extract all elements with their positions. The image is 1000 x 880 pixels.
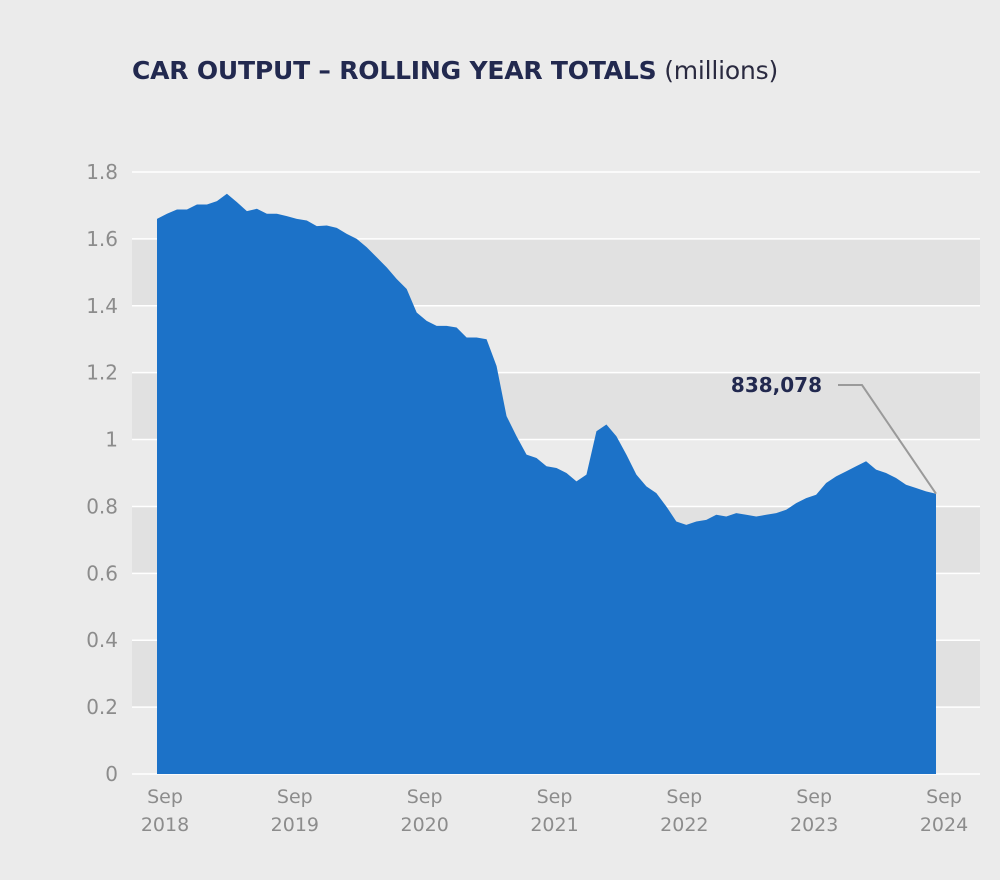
x-tick-year: 2021 — [530, 814, 578, 836]
chart-title-unit: (millions) — [664, 56, 778, 85]
y-tick-label: 1.6 — [86, 227, 118, 251]
x-tick-label: Sep — [666, 786, 702, 808]
x-axis: Sep 2018 Sep 2019 Sep 2020 Sep 2021 Sep 2022 Sep 20… — [141, 786, 968, 836]
x-tick-year: 2022 — [660, 814, 708, 836]
chart-title: CAR OUTPUT – ROLLING YEAR TOTALS (millio… — [132, 56, 778, 85]
x-tick-label: Sep — [407, 786, 443, 808]
y-tick-label: 1.8 — [86, 160, 118, 184]
y-tick-label: 0.4 — [86, 628, 118, 652]
callout-leader-line — [838, 384, 937, 495]
y-tick-label: 0.6 — [86, 561, 118, 585]
x-tick-year: 2020 — [400, 814, 448, 836]
x-tick-label: Sep — [277, 786, 313, 808]
x-tick-label: Sep — [537, 786, 573, 808]
y-tick-label: 1.4 — [86, 294, 118, 318]
output-area — [157, 193, 936, 775]
x-tick-label: Sep — [926, 786, 962, 808]
x-tick-year: 2018 — [141, 814, 189, 836]
callout: 838,078 — [731, 373, 937, 495]
x-tick-year: 2019 — [271, 814, 319, 836]
x-tick-label: Sep — [147, 786, 183, 808]
y-axis: 0 0.2 0.4 0.6 0.8 1 1.2 1.4 1.6 1.8 — [86, 160, 118, 786]
y-tick-label: 1.2 — [86, 361, 118, 385]
y-tick-label: 1 — [105, 428, 118, 452]
x-tick-year: 2023 — [790, 814, 838, 836]
y-tick-label: 0.2 — [86, 695, 118, 719]
y-tick-label: 0 — [105, 762, 118, 786]
chart-title-main: CAR OUTPUT – ROLLING YEAR TOTALS — [132, 56, 657, 85]
x-tick-year: 2024 — [920, 814, 968, 836]
y-tick-label: 0.8 — [86, 494, 118, 518]
callout-label: 838,078 — [731, 373, 822, 397]
x-tick-label: Sep — [796, 786, 832, 808]
area-layer — [157, 193, 936, 775]
